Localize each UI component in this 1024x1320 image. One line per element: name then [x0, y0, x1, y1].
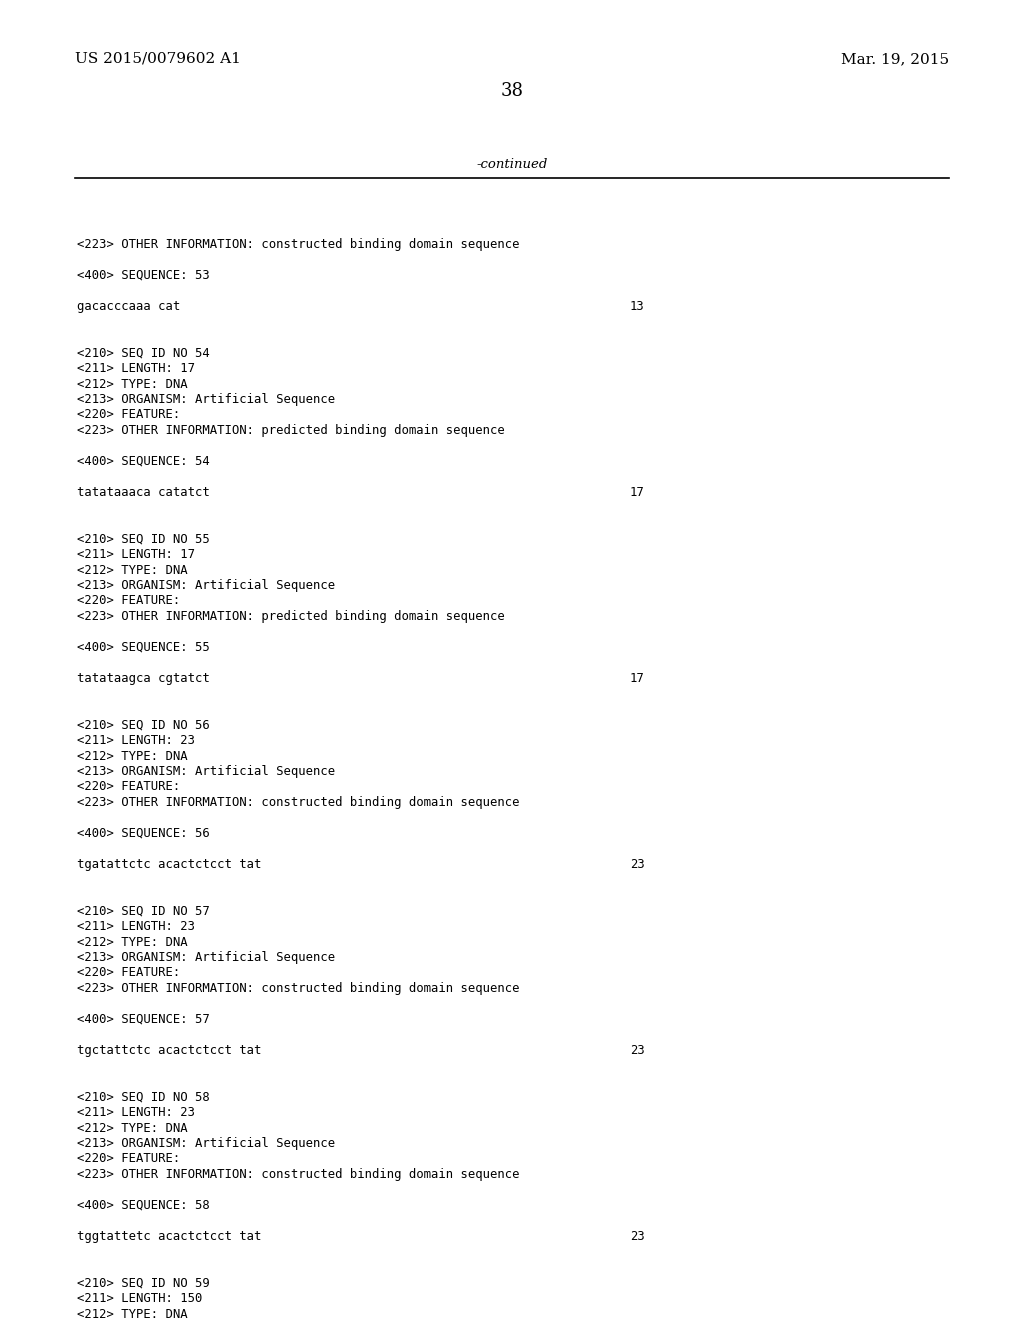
Text: <400> SEQUENCE: 53: <400> SEQUENCE: 53 — [77, 269, 210, 282]
Text: 13: 13 — [630, 300, 644, 313]
Text: <213> ORGANISM: Artificial Sequence: <213> ORGANISM: Artificial Sequence — [77, 393, 335, 407]
Text: <212> TYPE: DNA: <212> TYPE: DNA — [77, 378, 187, 391]
Text: tgctattctc acactctcct tat: tgctattctc acactctcct tat — [77, 1044, 261, 1057]
Text: <223> OTHER INFORMATION: constructed binding domain sequence: <223> OTHER INFORMATION: constructed bin… — [77, 1168, 519, 1181]
Text: Mar. 19, 2015: Mar. 19, 2015 — [841, 51, 949, 66]
Text: <212> TYPE: DNA: <212> TYPE: DNA — [77, 564, 187, 577]
Text: 23: 23 — [630, 1044, 644, 1057]
Text: <213> ORGANISM: Artificial Sequence: <213> ORGANISM: Artificial Sequence — [77, 579, 335, 591]
Text: <210> SEQ ID NO 57: <210> SEQ ID NO 57 — [77, 904, 210, 917]
Text: <223> OTHER INFORMATION: constructed binding domain sequence: <223> OTHER INFORMATION: constructed bin… — [77, 238, 519, 251]
Text: <211> LENGTH: 23: <211> LENGTH: 23 — [77, 734, 195, 747]
Text: <223> OTHER INFORMATION: predicted binding domain sequence: <223> OTHER INFORMATION: predicted bindi… — [77, 610, 505, 623]
Text: <212> TYPE: DNA: <212> TYPE: DNA — [77, 1122, 187, 1134]
Text: <211> LENGTH: 17: <211> LENGTH: 17 — [77, 362, 195, 375]
Text: <400> SEQUENCE: 58: <400> SEQUENCE: 58 — [77, 1199, 210, 1212]
Text: 23: 23 — [630, 858, 644, 871]
Text: <212> TYPE: DNA: <212> TYPE: DNA — [77, 750, 187, 763]
Text: <400> SEQUENCE: 55: <400> SEQUENCE: 55 — [77, 642, 210, 653]
Text: <220> FEATURE:: <220> FEATURE: — [77, 1152, 180, 1166]
Text: US 2015/0079602 A1: US 2015/0079602 A1 — [75, 51, 241, 66]
Text: <210> SEQ ID NO 58: <210> SEQ ID NO 58 — [77, 1090, 210, 1104]
Text: <211> LENGTH: 17: <211> LENGTH: 17 — [77, 548, 195, 561]
Text: gacacccaaa cat: gacacccaaa cat — [77, 300, 180, 313]
Text: <223> OTHER INFORMATION: predicted binding domain sequence: <223> OTHER INFORMATION: predicted bindi… — [77, 424, 505, 437]
Text: <210> SEQ ID NO 56: <210> SEQ ID NO 56 — [77, 718, 210, 731]
Text: <223> OTHER INFORMATION: constructed binding domain sequence: <223> OTHER INFORMATION: constructed bin… — [77, 796, 519, 809]
Text: <212> TYPE: DNA: <212> TYPE: DNA — [77, 1308, 187, 1320]
Text: <400> SEQUENCE: 56: <400> SEQUENCE: 56 — [77, 828, 210, 840]
Text: 23: 23 — [630, 1230, 644, 1243]
Text: <220> FEATURE:: <220> FEATURE: — [77, 966, 180, 979]
Text: <213> ORGANISM: Artificial Sequence: <213> ORGANISM: Artificial Sequence — [77, 950, 335, 964]
Text: <223> OTHER INFORMATION: constructed binding domain sequence: <223> OTHER INFORMATION: constructed bin… — [77, 982, 519, 995]
Text: <213> ORGANISM: Artificial Sequence: <213> ORGANISM: Artificial Sequence — [77, 766, 335, 777]
Text: 17: 17 — [630, 672, 644, 685]
Text: <220> FEATURE:: <220> FEATURE: — [77, 594, 180, 607]
Text: <211> LENGTH: 150: <211> LENGTH: 150 — [77, 1292, 202, 1305]
Text: <220> FEATURE:: <220> FEATURE: — [77, 780, 180, 793]
Text: <210> SEQ ID NO 59: <210> SEQ ID NO 59 — [77, 1276, 210, 1290]
Text: tatataagca cgtatct: tatataagca cgtatct — [77, 672, 210, 685]
Text: <212> TYPE: DNA: <212> TYPE: DNA — [77, 936, 187, 949]
Text: <400> SEQUENCE: 57: <400> SEQUENCE: 57 — [77, 1012, 210, 1026]
Text: <211> LENGTH: 23: <211> LENGTH: 23 — [77, 1106, 195, 1119]
Text: 38: 38 — [501, 82, 523, 100]
Text: -continued: -continued — [476, 158, 548, 172]
Text: <211> LENGTH: 23: <211> LENGTH: 23 — [77, 920, 195, 933]
Text: tggtattetc acactctcct tat: tggtattetc acactctcct tat — [77, 1230, 261, 1243]
Text: <220> FEATURE:: <220> FEATURE: — [77, 408, 180, 421]
Text: <210> SEQ ID NO 55: <210> SEQ ID NO 55 — [77, 532, 210, 545]
Text: <210> SEQ ID NO 54: <210> SEQ ID NO 54 — [77, 346, 210, 359]
Text: <400> SEQUENCE: 54: <400> SEQUENCE: 54 — [77, 455, 210, 469]
Text: tgatattctc acactctcct tat: tgatattctc acactctcct tat — [77, 858, 261, 871]
Text: <213> ORGANISM: Artificial Sequence: <213> ORGANISM: Artificial Sequence — [77, 1137, 335, 1150]
Text: tatataaaca catatct: tatataaaca catatct — [77, 486, 210, 499]
Text: 17: 17 — [630, 486, 644, 499]
